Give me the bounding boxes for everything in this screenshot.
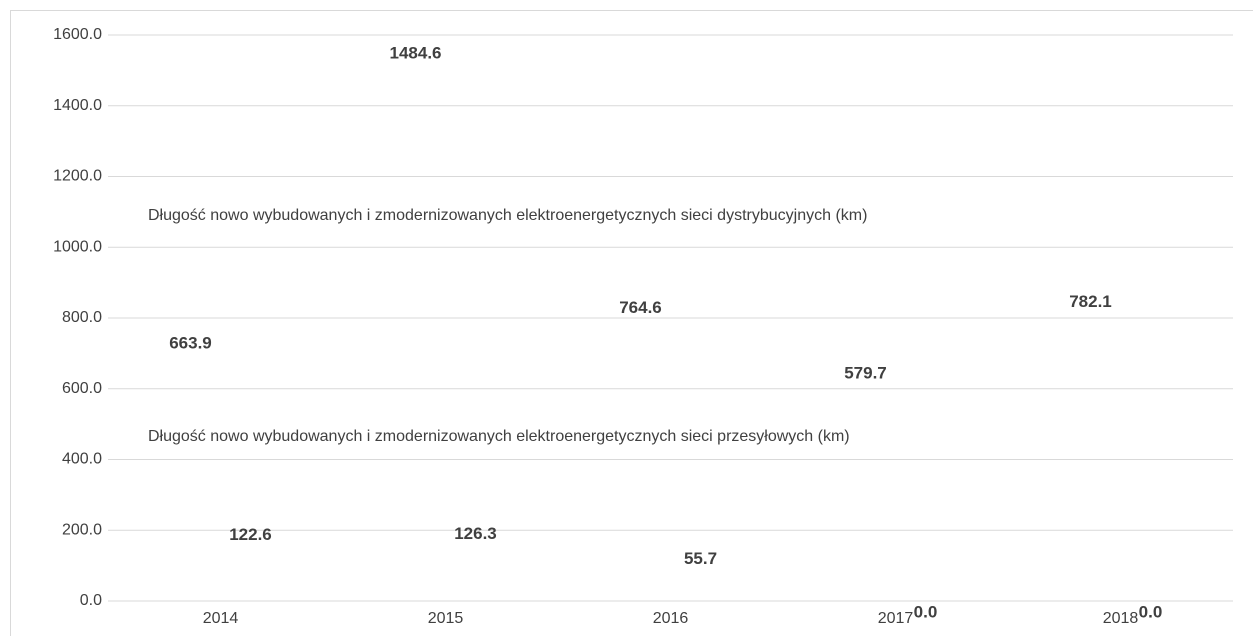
y-tick-label: 0.0 bbox=[80, 592, 102, 609]
data-label: 764.6 bbox=[619, 298, 662, 317]
x-tick-label: 2016 bbox=[653, 610, 689, 627]
bar bbox=[171, 366, 211, 601]
bar bbox=[1071, 324, 1111, 601]
data-label: 0.0 bbox=[914, 602, 938, 621]
data-label: 1484.6 bbox=[390, 43, 442, 62]
x-tick-label: 2018 bbox=[1103, 610, 1139, 627]
bar bbox=[846, 396, 886, 601]
data-label: 0.0 bbox=[1139, 602, 1163, 621]
y-tick-label: 1400.0 bbox=[53, 97, 102, 114]
x-tick-label: 2014 bbox=[203, 610, 239, 627]
bar bbox=[621, 331, 661, 601]
series-name: Długość nowo wybudowanych i zmodernizowa… bbox=[148, 428, 850, 445]
data-label: 663.9 bbox=[169, 334, 212, 353]
y-tick-label: 200.0 bbox=[62, 521, 102, 538]
data-label: 126.3 bbox=[454, 524, 497, 543]
data-label: 579.7 bbox=[844, 363, 887, 382]
bar bbox=[681, 581, 721, 601]
chart-border bbox=[10, 10, 1253, 636]
bar bbox=[456, 556, 496, 601]
series-name: Długość nowo wybudowanych i zmodernizowa… bbox=[148, 207, 867, 224]
x-tick-label: 2017 bbox=[878, 610, 914, 627]
bar bbox=[396, 76, 436, 601]
data-label: 122.6 bbox=[229, 525, 272, 544]
y-tick-label: 600.0 bbox=[62, 380, 102, 397]
y-tick-label: 800.0 bbox=[62, 309, 102, 326]
x-tick-label: 2015 bbox=[428, 610, 464, 627]
y-tick-label: 400.0 bbox=[62, 451, 102, 468]
y-tick-label: 1600.0 bbox=[53, 26, 102, 43]
y-tick-label: 1200.0 bbox=[53, 168, 102, 185]
y-tick-label: 1000.0 bbox=[53, 238, 102, 255]
bar bbox=[231, 558, 271, 601]
data-label: 782.1 bbox=[1069, 292, 1112, 311]
data-label: 55.7 bbox=[684, 549, 717, 568]
